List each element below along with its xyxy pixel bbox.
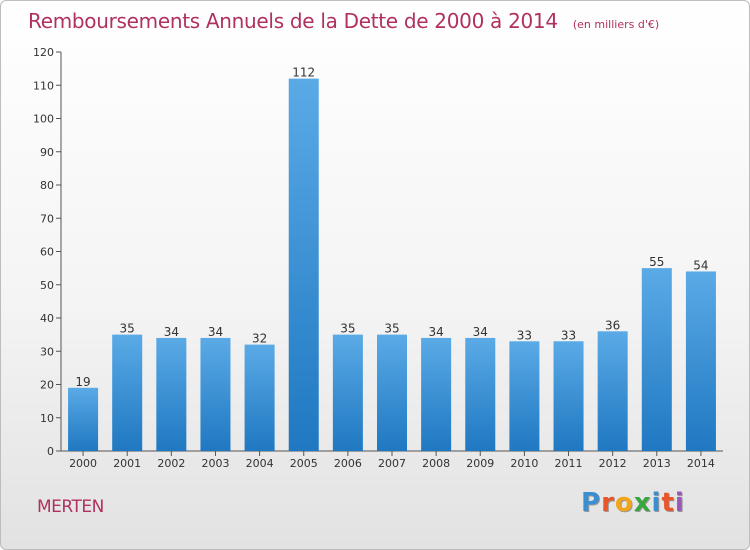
value-label-2010: 33 [517, 328, 532, 342]
logo-letter: r [601, 488, 615, 518]
y-tick-label: 20 [40, 379, 54, 392]
logo-letter: t [661, 488, 675, 518]
title-row: Remboursements Annuels de la Dette de 20… [28, 9, 659, 33]
x-tick-label: 2007 [378, 457, 406, 470]
labels: 19 35 34 34 32 112 35 35 34 34 33 33 36 55 54 [75, 66, 708, 389]
axes: 0 10 20 30 40 50 60 70 80 90 100 110 120 2000 2001 2002… [33, 46, 723, 470]
chart-subtitle: (en milliers d'€) [572, 18, 660, 31]
bar-2009 [465, 337, 496, 451]
value-label-2000: 19 [75, 375, 90, 389]
bar-2012 [597, 331, 628, 451]
bar-2003 [200, 337, 231, 451]
value-label-2004: 32 [252, 332, 267, 346]
bar-2005 [288, 78, 319, 451]
proxiti-logo[interactable]: Proxiti [581, 488, 685, 518]
value-label-2006: 35 [340, 322, 355, 336]
y-tick-label: 110 [33, 79, 54, 92]
value-label-2003: 34 [208, 325, 223, 339]
bar-2014 [685, 271, 716, 451]
logo-letter: i [674, 488, 685, 518]
bar-2006 [332, 334, 363, 451]
x-tick-label: 2012 [599, 457, 627, 470]
y-tick-label: 100 [33, 113, 54, 126]
value-label-2009: 34 [473, 325, 488, 339]
value-label-2013: 55 [649, 255, 664, 269]
bar-2013 [641, 268, 672, 451]
x-tick-label: 2000 [69, 457, 97, 470]
bar-2011 [553, 341, 584, 451]
x-tick-label: 2006 [334, 457, 362, 470]
x-tick-label: 2008 [422, 457, 450, 470]
y-tick-label: 50 [40, 279, 54, 292]
commune-name: MERTEN [37, 497, 104, 517]
bar-2002 [156, 337, 187, 451]
value-label-2002: 34 [164, 325, 179, 339]
logo-letter: P [581, 488, 602, 518]
value-label-2005: 112 [292, 66, 315, 80]
x-tick-label: 2011 [555, 457, 583, 470]
logo-letter: x [633, 488, 652, 518]
x-tick-label: 2005 [290, 457, 318, 470]
y-tick-label: 0 [47, 445, 54, 458]
y-tick-label: 10 [40, 412, 54, 425]
x-tick-label: 2010 [510, 457, 538, 470]
value-label-2014: 54 [693, 258, 708, 272]
bar-2008 [421, 337, 452, 451]
y-tick-label: 80 [40, 179, 54, 192]
logo-letter: o [614, 488, 634, 518]
x-tick-label: 2009 [466, 457, 494, 470]
y-tick-label: 30 [40, 345, 54, 358]
x-tick-label: 2013 [643, 457, 671, 470]
x-tick-label: 2004 [246, 457, 274, 470]
value-label-2001: 35 [120, 322, 135, 336]
value-label-2007: 35 [384, 322, 399, 336]
x-tick-label: 2003 [201, 457, 229, 470]
bar-2007 [376, 334, 408, 451]
bars [68, 78, 716, 451]
bar-2000 [68, 387, 99, 451]
bar-2001 [112, 334, 143, 451]
y-tick-label: 40 [40, 312, 54, 325]
bar-2004 [244, 344, 275, 451]
value-label-2012: 36 [605, 318, 620, 332]
y-tick-label: 70 [40, 212, 54, 225]
chart-title: Remboursements Annuels de la Dette de 20… [28, 9, 558, 33]
x-tick-label: 2001 [113, 457, 141, 470]
value-label-2008: 34 [428, 325, 443, 339]
x-tick-label: 2014 [687, 457, 715, 470]
y-tick-label: 60 [40, 246, 54, 259]
bar-2010 [509, 341, 540, 451]
y-tick-label: 90 [40, 146, 54, 159]
logo-letter: i [651, 488, 662, 518]
x-tick-label: 2002 [157, 457, 185, 470]
y-tick-label: 120 [33, 46, 54, 59]
value-label-2011: 33 [561, 328, 576, 342]
